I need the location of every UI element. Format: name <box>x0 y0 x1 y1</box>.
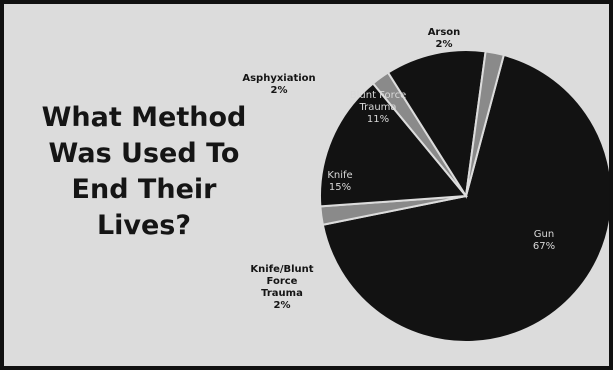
slice-label: Arson 2% <box>428 27 461 50</box>
slice-label: Knife/Blunt Force Trauma 2% <box>250 264 313 311</box>
slice-label: Gun 67% <box>533 229 555 252</box>
slice-label: Asphyxiation 2% <box>242 73 315 96</box>
slice-label: Knife 15% <box>327 170 352 193</box>
pie-chart: Gun 67% Knife/Blunt Force Trauma 2% Knife 15% As… <box>4 4 609 366</box>
